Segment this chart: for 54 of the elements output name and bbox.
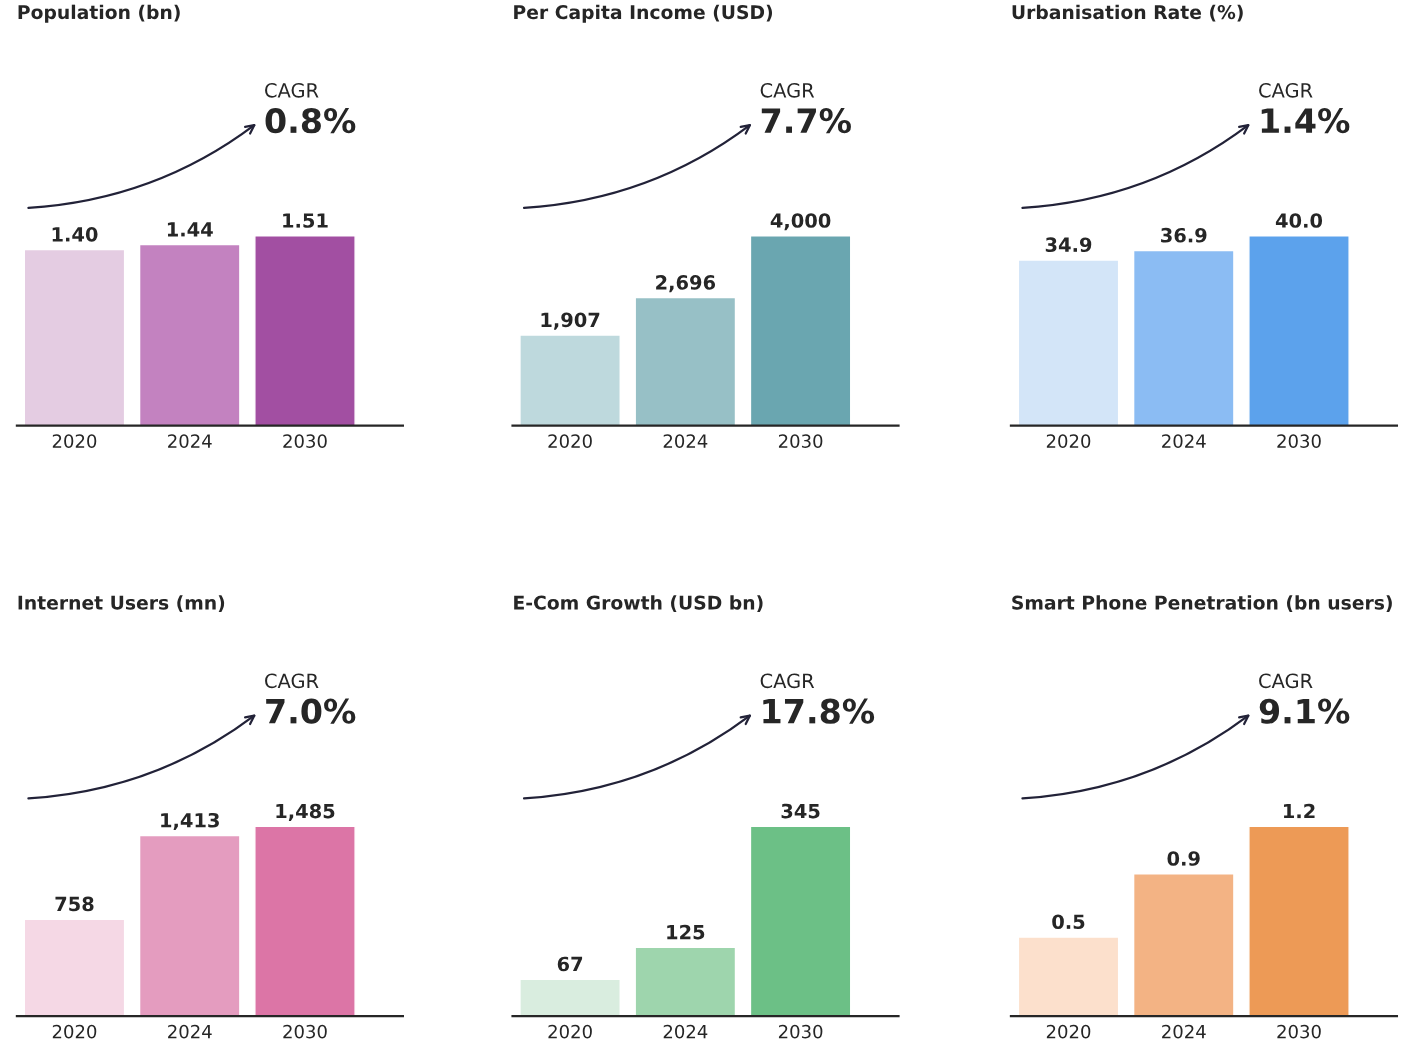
chart-title: Per Capita Income (USD)	[514, 4, 773, 23]
data-label: 4,000	[770, 213, 831, 231]
chart-title: Internet Users (mn)	[18, 595, 225, 612]
data-label: 1.40	[52, 226, 98, 242]
chart-title: E-Com Growth (USD bn)	[514, 595, 763, 612]
chart-title: Smart Phone Penetration (bn users)	[1012, 595, 1392, 612]
text: 1.4%	[1261, 108, 1350, 134]
text: CAGR	[760, 673, 815, 689]
x-tick-label: 2030	[1277, 434, 1321, 448]
text: CAGR	[265, 673, 319, 689]
data-label: 1,485	[276, 803, 335, 821]
data-label: 2,696	[656, 275, 716, 293]
x-tick-label: 2020	[1046, 1024, 1091, 1039]
text: CAGR	[265, 82, 319, 98]
x-tick-label: 2020	[548, 434, 592, 448]
x-tick-label: 2030	[1277, 1024, 1321, 1039]
x-tick-label: 2030	[778, 434, 823, 448]
x-tick-label: 2020	[52, 1024, 97, 1039]
x-tick-label: 2030	[778, 1024, 823, 1039]
data-label: 40.0	[1275, 213, 1323, 228]
x-tick-label: 2024	[168, 1024, 212, 1039]
data-label: 1,907	[541, 312, 600, 330]
x-tick-label: 2020	[1046, 434, 1091, 448]
data-label: 67	[557, 956, 583, 972]
data-label: 345	[781, 803, 820, 819]
text: 9.1%	[1259, 698, 1350, 724]
x-tick-label: 2030	[283, 434, 327, 448]
data-label: 0.9	[1167, 851, 1200, 866]
chart-title: Population (bn)	[18, 4, 180, 23]
text: 17.8%	[763, 698, 875, 724]
data-label: 1.2	[1283, 803, 1315, 819]
text: 7.7%	[761, 108, 851, 134]
x-tick-label: 2030	[283, 1024, 327, 1039]
data-label: 1.44	[167, 222, 213, 237]
x-tick-label: 2020	[548, 1024, 592, 1039]
text: CAGR	[1259, 673, 1313, 689]
data-label: 1.51	[283, 213, 328, 228]
text: CAGR	[1259, 82, 1313, 98]
x-tick-label: 2024	[1162, 1024, 1206, 1039]
data-label: 125	[667, 924, 705, 940]
chart-title: Urbanisation Rate (%)	[1012, 4, 1243, 22]
x-tick-label: 2024	[663, 434, 708, 448]
text: CAGR	[760, 82, 815, 98]
data-label: 1,413	[161, 812, 219, 831]
data-label: 34.9	[1045, 237, 1092, 253]
data-label: 758	[55, 896, 94, 912]
x-tick-label: 2020	[52, 434, 97, 448]
x-tick-label: 2024	[168, 434, 212, 448]
x-tick-label: 2024	[663, 1024, 708, 1039]
text: 7.0%	[266, 698, 356, 724]
text: 0.8%	[265, 108, 356, 134]
x-tick-label: 2024	[1162, 434, 1206, 448]
data-label: 0.5	[1052, 914, 1085, 930]
data-label: 36.9	[1161, 227, 1207, 243]
